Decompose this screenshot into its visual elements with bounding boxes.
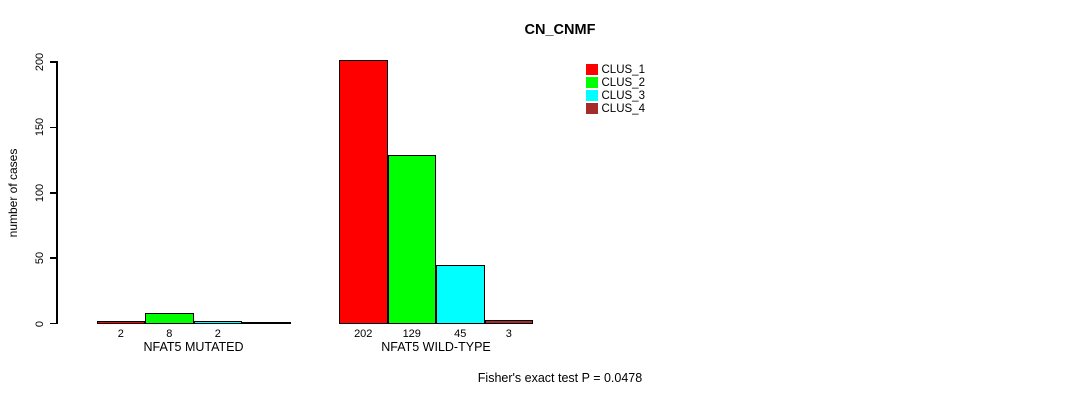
bar-value-label: 129 [402, 327, 421, 340]
y-tick-mark [49, 192, 56, 194]
y-tick-label: 0 [34, 320, 46, 327]
legend-item-label: CLUS_4 [601, 102, 645, 115]
y-tick-label: 100 [34, 183, 46, 202]
legend-swatch-clus-2 [586, 76, 598, 89]
y-tick-label: 50 [34, 252, 46, 265]
bar-clus-1-nfat5-mutated [96, 320, 145, 324]
bar-value-label: 45 [454, 327, 467, 340]
x-group-label-nfat5-wild-type: NFAT5 WILD-TYPE [381, 340, 491, 354]
legend-item-clus-2: CLUS_2 [586, 76, 645, 89]
bar-clus-4-nfat5-wild-type [484, 319, 533, 324]
y-tick-mark [49, 61, 56, 63]
bar-clus-2-nfat5-mutated [145, 313, 194, 324]
bar-clus-3-nfat5-wild-type [436, 264, 485, 324]
bar-value-label: 2 [117, 327, 124, 340]
legend-item-clus-3: CLUS_3 [586, 89, 645, 102]
legend-swatch-clus-1 [586, 63, 598, 76]
legend: CLUS_1 CLUS_2 CLUS_3 CLUS_4 [586, 63, 645, 115]
y-tick-label: 200 [34, 52, 46, 72]
x-group-label-nfat5-mutated: NFAT5 MUTATED [143, 340, 244, 354]
y-tick-mark [49, 322, 56, 325]
legend-item-label: CLUS_1 [601, 63, 645, 76]
bar-value-label: 202 [354, 327, 373, 340]
bar-clus-3-nfat5-mutated [193, 320, 242, 324]
bar-value-label: 8 [166, 327, 173, 340]
legend-swatch-clus-3 [586, 89, 598, 102]
bar-clus-1-nfat5-wild-type [339, 59, 388, 324]
legend-item-clus-4: CLUS_4 [586, 102, 645, 115]
y-axis-line [56, 61, 58, 325]
y-tick-label: 150 [34, 118, 46, 137]
chart-title: CN_CNMF [524, 22, 596, 38]
bar-value-label: 2 [214, 327, 221, 340]
y-tick-mark [49, 257, 56, 259]
bar-value-label: 3 [505, 327, 512, 340]
legend-item-label: CLUS_3 [601, 89, 645, 102]
annotation-fisher-test: Fisher's exact test P = 0.0478 [477, 371, 643, 385]
legend-item-clus-1: CLUS_1 [586, 63, 645, 76]
y-tick-mark [49, 126, 56, 129]
bar-clus-2-nfat5-wild-type [387, 154, 436, 324]
bar-clus-4-nfat5-mutated [242, 322, 291, 324]
legend-item-label: CLUS_2 [601, 76, 645, 89]
y-axis-label: number of cases [6, 148, 20, 238]
legend-swatch-clus-4 [586, 102, 598, 115]
